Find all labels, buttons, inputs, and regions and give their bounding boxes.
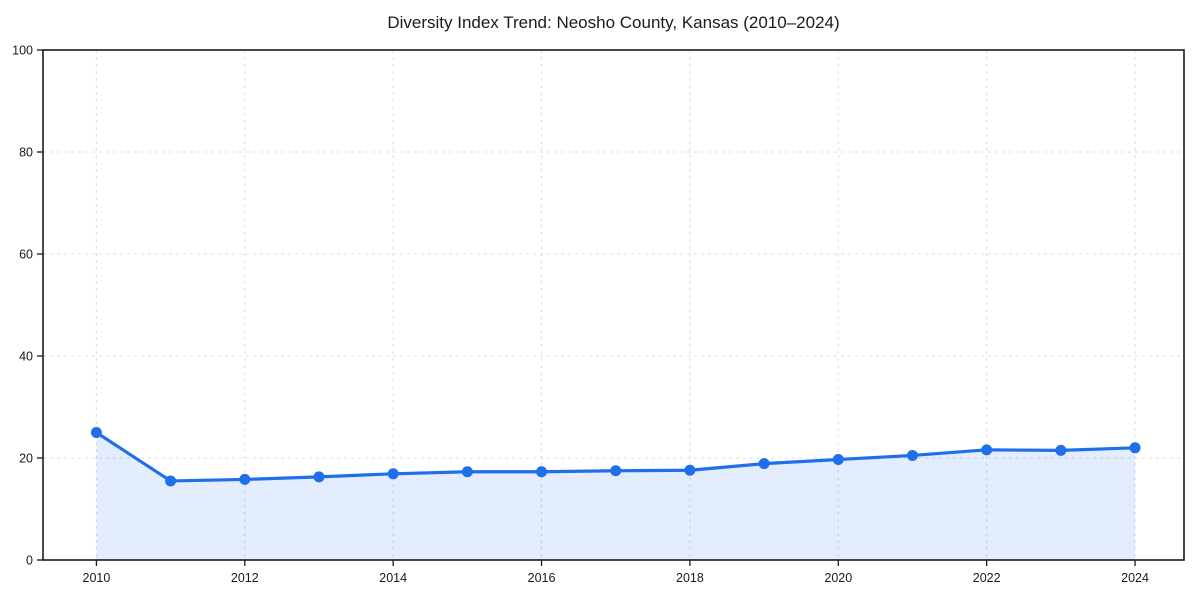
area-fill <box>96 432 1136 560</box>
data-point-2013 <box>313 471 325 483</box>
data-point-2017 <box>610 465 622 477</box>
y-tick-label: 20 <box>19 452 33 466</box>
data-point-2010 <box>90 427 102 438</box>
data-point-2023 <box>1055 444 1067 456</box>
plot-border <box>42 49 1185 561</box>
data-point-2018 <box>684 464 696 476</box>
y-tick-label: 80 <box>19 146 33 160</box>
data-point-2020 <box>832 454 844 466</box>
data-point-2012 <box>239 473 251 485</box>
data-point-2015 <box>461 466 473 478</box>
x-tick-label: 2024 <box>1121 571 1149 585</box>
data-point-2019 <box>758 458 770 470</box>
y-tick-label: 100 <box>12 44 33 58</box>
y-tick-label: 60 <box>19 248 33 262</box>
x-tick-label: 2016 <box>528 571 556 585</box>
x-tick-label: 2018 <box>676 571 704 585</box>
data-point-2024 <box>1129 442 1141 454</box>
y-tick-label: 40 <box>19 350 33 364</box>
data-point-2014 <box>387 468 399 480</box>
x-tick-label: 2012 <box>231 571 259 585</box>
x-tick-label: 2020 <box>824 571 852 585</box>
chart-title: Diversity Index Trend: Neosho County, Ka… <box>387 13 840 32</box>
y-tick-label: 0 <box>26 554 33 568</box>
data-point-2011 <box>165 475 177 487</box>
x-tick-label: 2014 <box>379 571 407 585</box>
x-tick-label: 2022 <box>973 571 1001 585</box>
data-point-2021 <box>906 449 918 461</box>
data-point-2022 <box>981 444 993 456</box>
x-tick-label: 2010 <box>83 571 111 585</box>
data-point-2016 <box>536 466 548 478</box>
